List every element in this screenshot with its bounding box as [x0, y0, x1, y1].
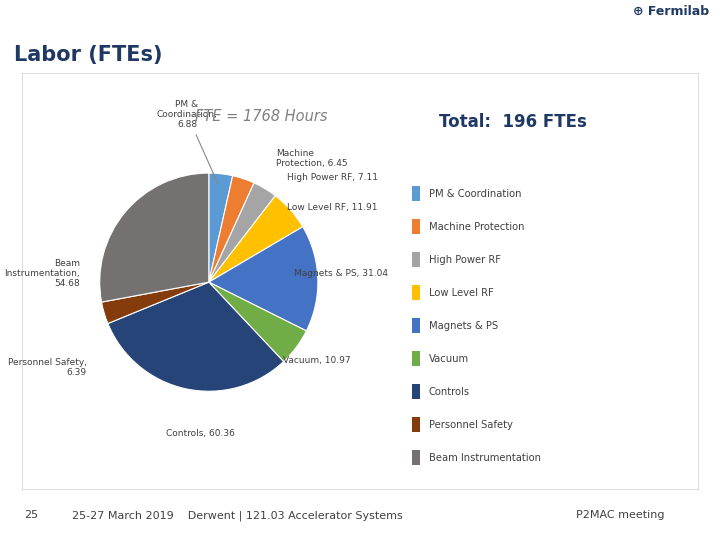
- Text: Personnel Safety,
6.39: Personnel Safety, 6.39: [8, 357, 86, 377]
- Wedge shape: [99, 173, 209, 302]
- Text: Low Level RF: Low Level RF: [429, 288, 493, 298]
- Bar: [412, 417, 420, 432]
- Text: Magnets & PS, 31.04: Magnets & PS, 31.04: [294, 269, 388, 278]
- Text: FTE = 1768 Hours: FTE = 1768 Hours: [195, 109, 328, 124]
- Text: Controls: Controls: [429, 387, 470, 396]
- Bar: [412, 318, 420, 333]
- Text: Beam
Instrumentation,
54.68: Beam Instrumentation, 54.68: [4, 259, 80, 288]
- Wedge shape: [102, 282, 209, 323]
- Wedge shape: [209, 195, 303, 282]
- Bar: [412, 252, 420, 267]
- Wedge shape: [209, 227, 318, 331]
- Bar: [412, 285, 420, 300]
- Text: Personnel Safety: Personnel Safety: [429, 420, 513, 429]
- Text: PM &
Coordination,
6.88: PM & Coordination, 6.88: [157, 99, 218, 184]
- Wedge shape: [209, 176, 254, 282]
- Bar: [412, 384, 420, 399]
- Text: Controls, 60.36: Controls, 60.36: [166, 429, 235, 438]
- Text: Total:  196 FTEs: Total: 196 FTEs: [438, 113, 587, 131]
- Wedge shape: [209, 173, 233, 282]
- Text: High Power RF, 7.11: High Power RF, 7.11: [287, 173, 378, 182]
- Bar: [412, 450, 420, 465]
- Text: ⊕ Fermilab: ⊕ Fermilab: [633, 4, 709, 17]
- Text: Labor (FTEs): Labor (FTEs): [14, 45, 163, 65]
- Text: Low Level RF, 11.91: Low Level RF, 11.91: [287, 204, 378, 212]
- Text: High Power RF: High Power RF: [429, 255, 501, 265]
- Bar: [412, 351, 420, 366]
- Text: PM & Coordination: PM & Coordination: [429, 188, 521, 199]
- Text: Magnets & PS: Magnets & PS: [429, 321, 498, 330]
- Text: Vacuum, 10.97: Vacuum, 10.97: [283, 356, 351, 365]
- Text: 25: 25: [24, 510, 38, 520]
- Wedge shape: [108, 282, 284, 392]
- Bar: [412, 186, 420, 201]
- Wedge shape: [209, 183, 275, 282]
- Wedge shape: [209, 282, 307, 362]
- Bar: [412, 219, 420, 234]
- Text: Vacuum: Vacuum: [429, 354, 469, 363]
- Text: 25-27 March 2019    Derwent | 121.03 Accelerator Systems: 25-27 March 2019 Derwent | 121.03 Accele…: [72, 510, 402, 521]
- Text: Machine Protection: Machine Protection: [429, 221, 524, 232]
- Text: P2MAC meeting: P2MAC meeting: [576, 510, 665, 520]
- Text: Machine
Protection, 6.45: Machine Protection, 6.45: [276, 149, 348, 168]
- Text: Beam Instrumentation: Beam Instrumentation: [429, 453, 541, 463]
